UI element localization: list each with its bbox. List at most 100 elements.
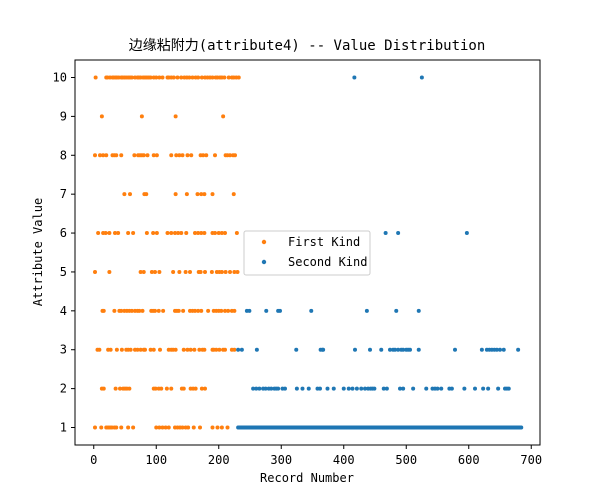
data-point — [435, 386, 440, 391]
data-point — [184, 231, 189, 236]
data-point — [223, 308, 227, 313]
data-point — [119, 347, 124, 352]
data-point — [131, 231, 136, 236]
data-point — [498, 347, 502, 352]
data-point — [143, 347, 147, 352]
data-point — [185, 153, 190, 158]
y-tick-label: 1 — [60, 421, 67, 435]
x-tick-label: 700 — [520, 453, 542, 467]
data-point — [199, 308, 204, 313]
data-point — [506, 386, 511, 391]
data-point — [341, 386, 346, 391]
data-point — [93, 425, 97, 430]
data-point — [419, 75, 424, 80]
data-point — [199, 231, 204, 236]
legend-marker-first-kind — [261, 239, 267, 245]
data-point — [127, 386, 132, 391]
data-point — [219, 231, 224, 236]
data-point — [154, 75, 159, 80]
data-point — [494, 347, 499, 352]
data-point — [219, 308, 224, 313]
data-point — [219, 425, 224, 430]
data-point — [93, 75, 98, 80]
data-point — [203, 386, 207, 391]
data-point — [254, 386, 259, 391]
data-point — [181, 308, 186, 313]
data-point — [112, 308, 117, 313]
data-point — [223, 347, 227, 352]
data-point — [223, 231, 227, 236]
data-point — [176, 308, 181, 313]
data-point — [202, 347, 207, 352]
data-point — [199, 386, 204, 391]
data-point — [206, 308, 211, 313]
data-point — [196, 308, 201, 313]
data-point — [149, 269, 154, 274]
data-point — [363, 386, 367, 391]
data-point — [496, 386, 501, 391]
data-point — [199, 75, 204, 80]
axes-frame — [74, 59, 541, 446]
data-point — [214, 347, 219, 352]
data-point — [278, 308, 282, 313]
data-point — [144, 231, 149, 236]
data-point — [137, 308, 142, 313]
data-point — [269, 386, 274, 391]
data-point — [233, 153, 237, 158]
y-tick-label: 5 — [60, 265, 67, 279]
data-point — [160, 425, 165, 430]
data-point — [180, 153, 185, 158]
data-point — [210, 75, 215, 80]
data-point — [197, 347, 202, 352]
data-point — [226, 308, 231, 313]
data-point — [181, 347, 186, 352]
data-point — [96, 231, 101, 236]
data-point — [177, 269, 182, 274]
data-point — [114, 153, 119, 158]
data-point — [169, 386, 174, 391]
data-point — [309, 308, 314, 313]
series-second-kind — [236, 75, 524, 430]
y-tick-label: 9 — [60, 109, 67, 123]
data-point — [163, 425, 168, 430]
data-point — [189, 153, 194, 158]
y-tick-label: 2 — [60, 382, 67, 396]
data-point — [222, 75, 227, 80]
data-point — [161, 308, 166, 313]
data-point — [401, 386, 406, 391]
data-point — [350, 386, 355, 391]
data-point — [129, 75, 134, 80]
y-tick-label: 6 — [60, 226, 67, 240]
x-axis: 0 100 200 300 400 500 600 700 — [90, 445, 542, 467]
legend-box — [243, 230, 371, 276]
data-point — [198, 269, 203, 274]
data-point — [381, 386, 386, 391]
y-tick-label: 3 — [60, 343, 67, 357]
data-point — [209, 269, 214, 274]
data-point — [198, 425, 202, 430]
data-point — [394, 308, 399, 313]
data-point — [188, 269, 192, 274]
data-point — [138, 347, 143, 352]
data-point — [193, 231, 197, 236]
data-point — [154, 231, 159, 236]
data-point — [173, 347, 178, 352]
data-point — [171, 269, 176, 274]
data-point — [306, 386, 311, 391]
data-point — [179, 75, 184, 80]
data-point — [325, 386, 330, 391]
data-point — [398, 386, 402, 391]
data-point — [169, 231, 174, 236]
data-point — [236, 347, 241, 352]
data-point — [113, 231, 117, 236]
data-point — [294, 386, 299, 391]
data-point — [384, 386, 389, 391]
data-point — [97, 347, 102, 352]
data-point — [190, 75, 195, 80]
y-tick-label: 10 — [53, 71, 67, 85]
data-point — [408, 347, 412, 352]
data-point — [114, 425, 119, 430]
x-tick-label: 200 — [208, 453, 230, 467]
data-point — [185, 347, 190, 352]
data-point — [232, 308, 237, 313]
